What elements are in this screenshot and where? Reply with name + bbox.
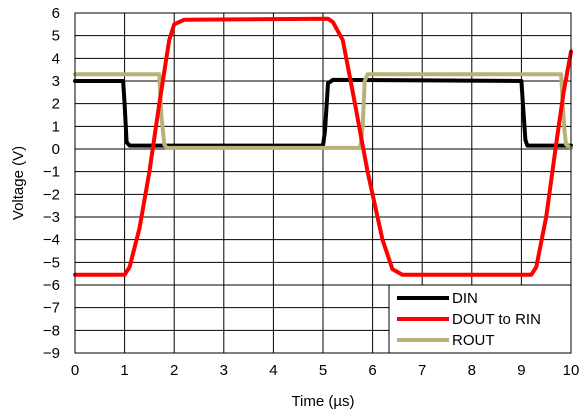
y-tick-label: 2 (52, 96, 60, 113)
y-tick-label: −6 (43, 277, 60, 294)
x-tick-label: 8 (468, 362, 476, 379)
y-tick-label: −8 (43, 322, 60, 339)
x-tick-label: 3 (220, 362, 228, 379)
y-tick-label: 4 (52, 50, 60, 67)
x-axis-title: Time (µs) (291, 393, 354, 410)
x-tick-labels: 0 1 2 3 4 5 6 7 8 9 10 (71, 362, 580, 379)
y-tick-label: 1 (52, 118, 60, 135)
plot-frame (74, 12, 572, 354)
y-tick-label: −2 (43, 186, 60, 203)
legend: DIN DOUT to RIN ROUT (388, 284, 572, 354)
y-axis-title: Voltage (V) (10, 146, 27, 220)
x-tick-label: 1 (120, 362, 128, 379)
x-tick-label: 6 (368, 362, 376, 379)
y-tick-label: −1 (43, 164, 60, 181)
y-tick-label: −4 (43, 232, 60, 249)
y-tick-label: −9 (43, 345, 60, 362)
y-tick-label: 5 (52, 28, 60, 45)
y-tick-labels: 6 5 4 3 2 1 0 −1 −2 −3 −4 −5 −6 −7 −8 −9 (43, 5, 60, 362)
y-tick-label: 6 (52, 5, 60, 22)
y-tick-label: −7 (43, 300, 60, 317)
y-tick-label: −5 (43, 254, 60, 271)
y-tick-label: −3 (43, 209, 60, 226)
x-tick-label: 7 (418, 362, 426, 379)
x-tick-label: 4 (269, 362, 277, 379)
x-tick-label: 5 (319, 362, 327, 379)
series-line-din (73, 77, 573, 148)
x-tick-label: 9 (517, 362, 525, 379)
legend-label: ROUT (452, 332, 495, 349)
x-tick-label: 2 (170, 362, 178, 379)
legend-label: DIN (452, 290, 478, 307)
series-line-dout-to-rin (73, 16, 573, 277)
legend-label: DOUT to RIN (452, 311, 541, 328)
series-layer (73, 16, 573, 277)
x-tick-label: 0 (71, 362, 79, 379)
x-tick-label: 10 (563, 362, 580, 379)
y-tick-label: 0 (52, 141, 60, 158)
y-tick-label: 3 (52, 73, 60, 90)
series-line-rout (73, 72, 573, 150)
